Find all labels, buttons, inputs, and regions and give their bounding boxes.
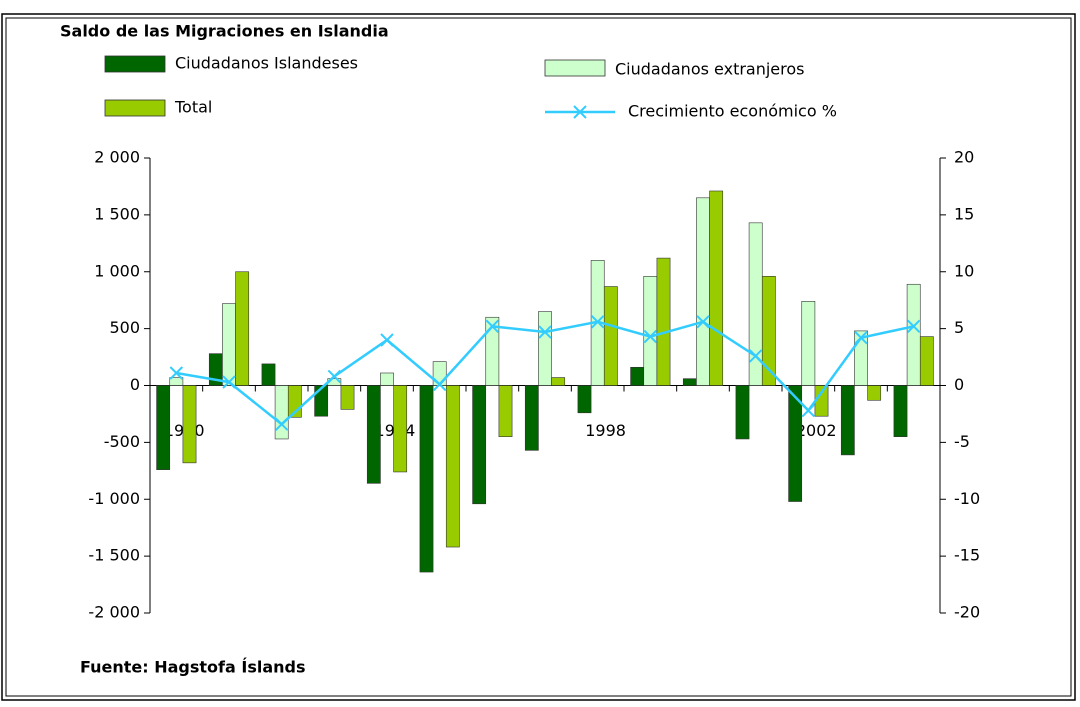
marker (538, 325, 552, 339)
bar (603, 286, 618, 386)
bar (814, 385, 829, 417)
marker (222, 375, 236, 389)
y2-tick-label: 5 (954, 318, 964, 337)
bar (235, 271, 250, 386)
outer-frame (1, 13, 1076, 701)
bar (169, 377, 184, 386)
marker (485, 319, 500, 334)
legend-label: Crecimiento económico % (628, 102, 837, 121)
y2-tick-label: -10 (954, 489, 980, 508)
bar (919, 336, 934, 386)
y-tick-label: -1 000 (88, 489, 140, 508)
y2-tick-label: -20 (954, 603, 980, 622)
bar (366, 385, 381, 484)
y-tick-label: 0 (130, 375, 140, 394)
bar (538, 311, 552, 386)
legend-marker (573, 105, 587, 119)
bar (551, 377, 566, 386)
bar (577, 385, 592, 414)
bar (182, 385, 197, 464)
marker (327, 369, 342, 384)
y2-tick-label: 20 (954, 148, 974, 167)
bar (867, 385, 882, 401)
y2-tick-label: -15 (954, 546, 980, 565)
bar (801, 301, 816, 386)
inner-frame (5, 17, 1072, 697)
marker (590, 315, 605, 329)
legend-swatch (104, 55, 166, 73)
marker (432, 377, 447, 392)
bar (840, 385, 855, 456)
bar (893, 385, 908, 437)
y-tick-label: 500 (109, 318, 140, 337)
bar (445, 385, 460, 548)
legend-label: Total (174, 98, 212, 117)
legend-label: Ciudadanos extranjeros (615, 60, 805, 79)
bar (788, 385, 803, 502)
y-tick-label: -1 500 (88, 546, 140, 565)
bar (314, 385, 329, 417)
y2-tick-label: 0 (954, 375, 964, 394)
bar (524, 385, 539, 451)
marker (854, 331, 868, 345)
marker (696, 315, 710, 329)
x-tick-label: 1998 (585, 421, 626, 440)
marker (643, 329, 658, 344)
bar (630, 366, 645, 386)
bar (472, 385, 487, 505)
bar (761, 275, 776, 386)
marker (380, 333, 394, 347)
bar (656, 257, 671, 386)
y-tick-label: 2 000 (94, 148, 140, 167)
marker (748, 349, 763, 363)
legend-label: Ciudadanos Islandeses (175, 54, 358, 73)
y-tick-label: -500 (104, 432, 140, 451)
x-tick-label: 2002 (796, 421, 837, 440)
y-tick-label: 1 500 (94, 204, 140, 223)
bar (696, 197, 710, 386)
y-tick-label: -2 000 (88, 603, 140, 622)
bar (854, 330, 868, 386)
bar (735, 385, 750, 440)
bar (222, 303, 236, 386)
bar (274, 385, 289, 440)
y2-tick-label: -5 (954, 432, 970, 451)
y-tick-label: 1 000 (94, 261, 140, 280)
y2-tick-label: 10 (954, 261, 974, 280)
marker (274, 417, 289, 431)
bar (380, 372, 394, 386)
legend-swatch (104, 99, 166, 117)
marker (906, 319, 921, 334)
bar (498, 385, 513, 437)
bar (156, 385, 171, 470)
chart-title: Saldo de las Migraciones en Islandia (60, 22, 389, 41)
y2-tick-label: 15 (954, 204, 974, 223)
legend-swatch (544, 59, 606, 77)
bar (261, 363, 276, 386)
source: Fuente: Hagstofa Íslands (80, 658, 306, 677)
bar (906, 283, 921, 386)
bar (340, 385, 355, 410)
bar (709, 190, 724, 386)
marker (169, 366, 184, 380)
bar (682, 378, 697, 386)
bar (393, 385, 408, 473)
bar (485, 316, 500, 386)
bar (419, 385, 434, 573)
marker (801, 403, 816, 418)
